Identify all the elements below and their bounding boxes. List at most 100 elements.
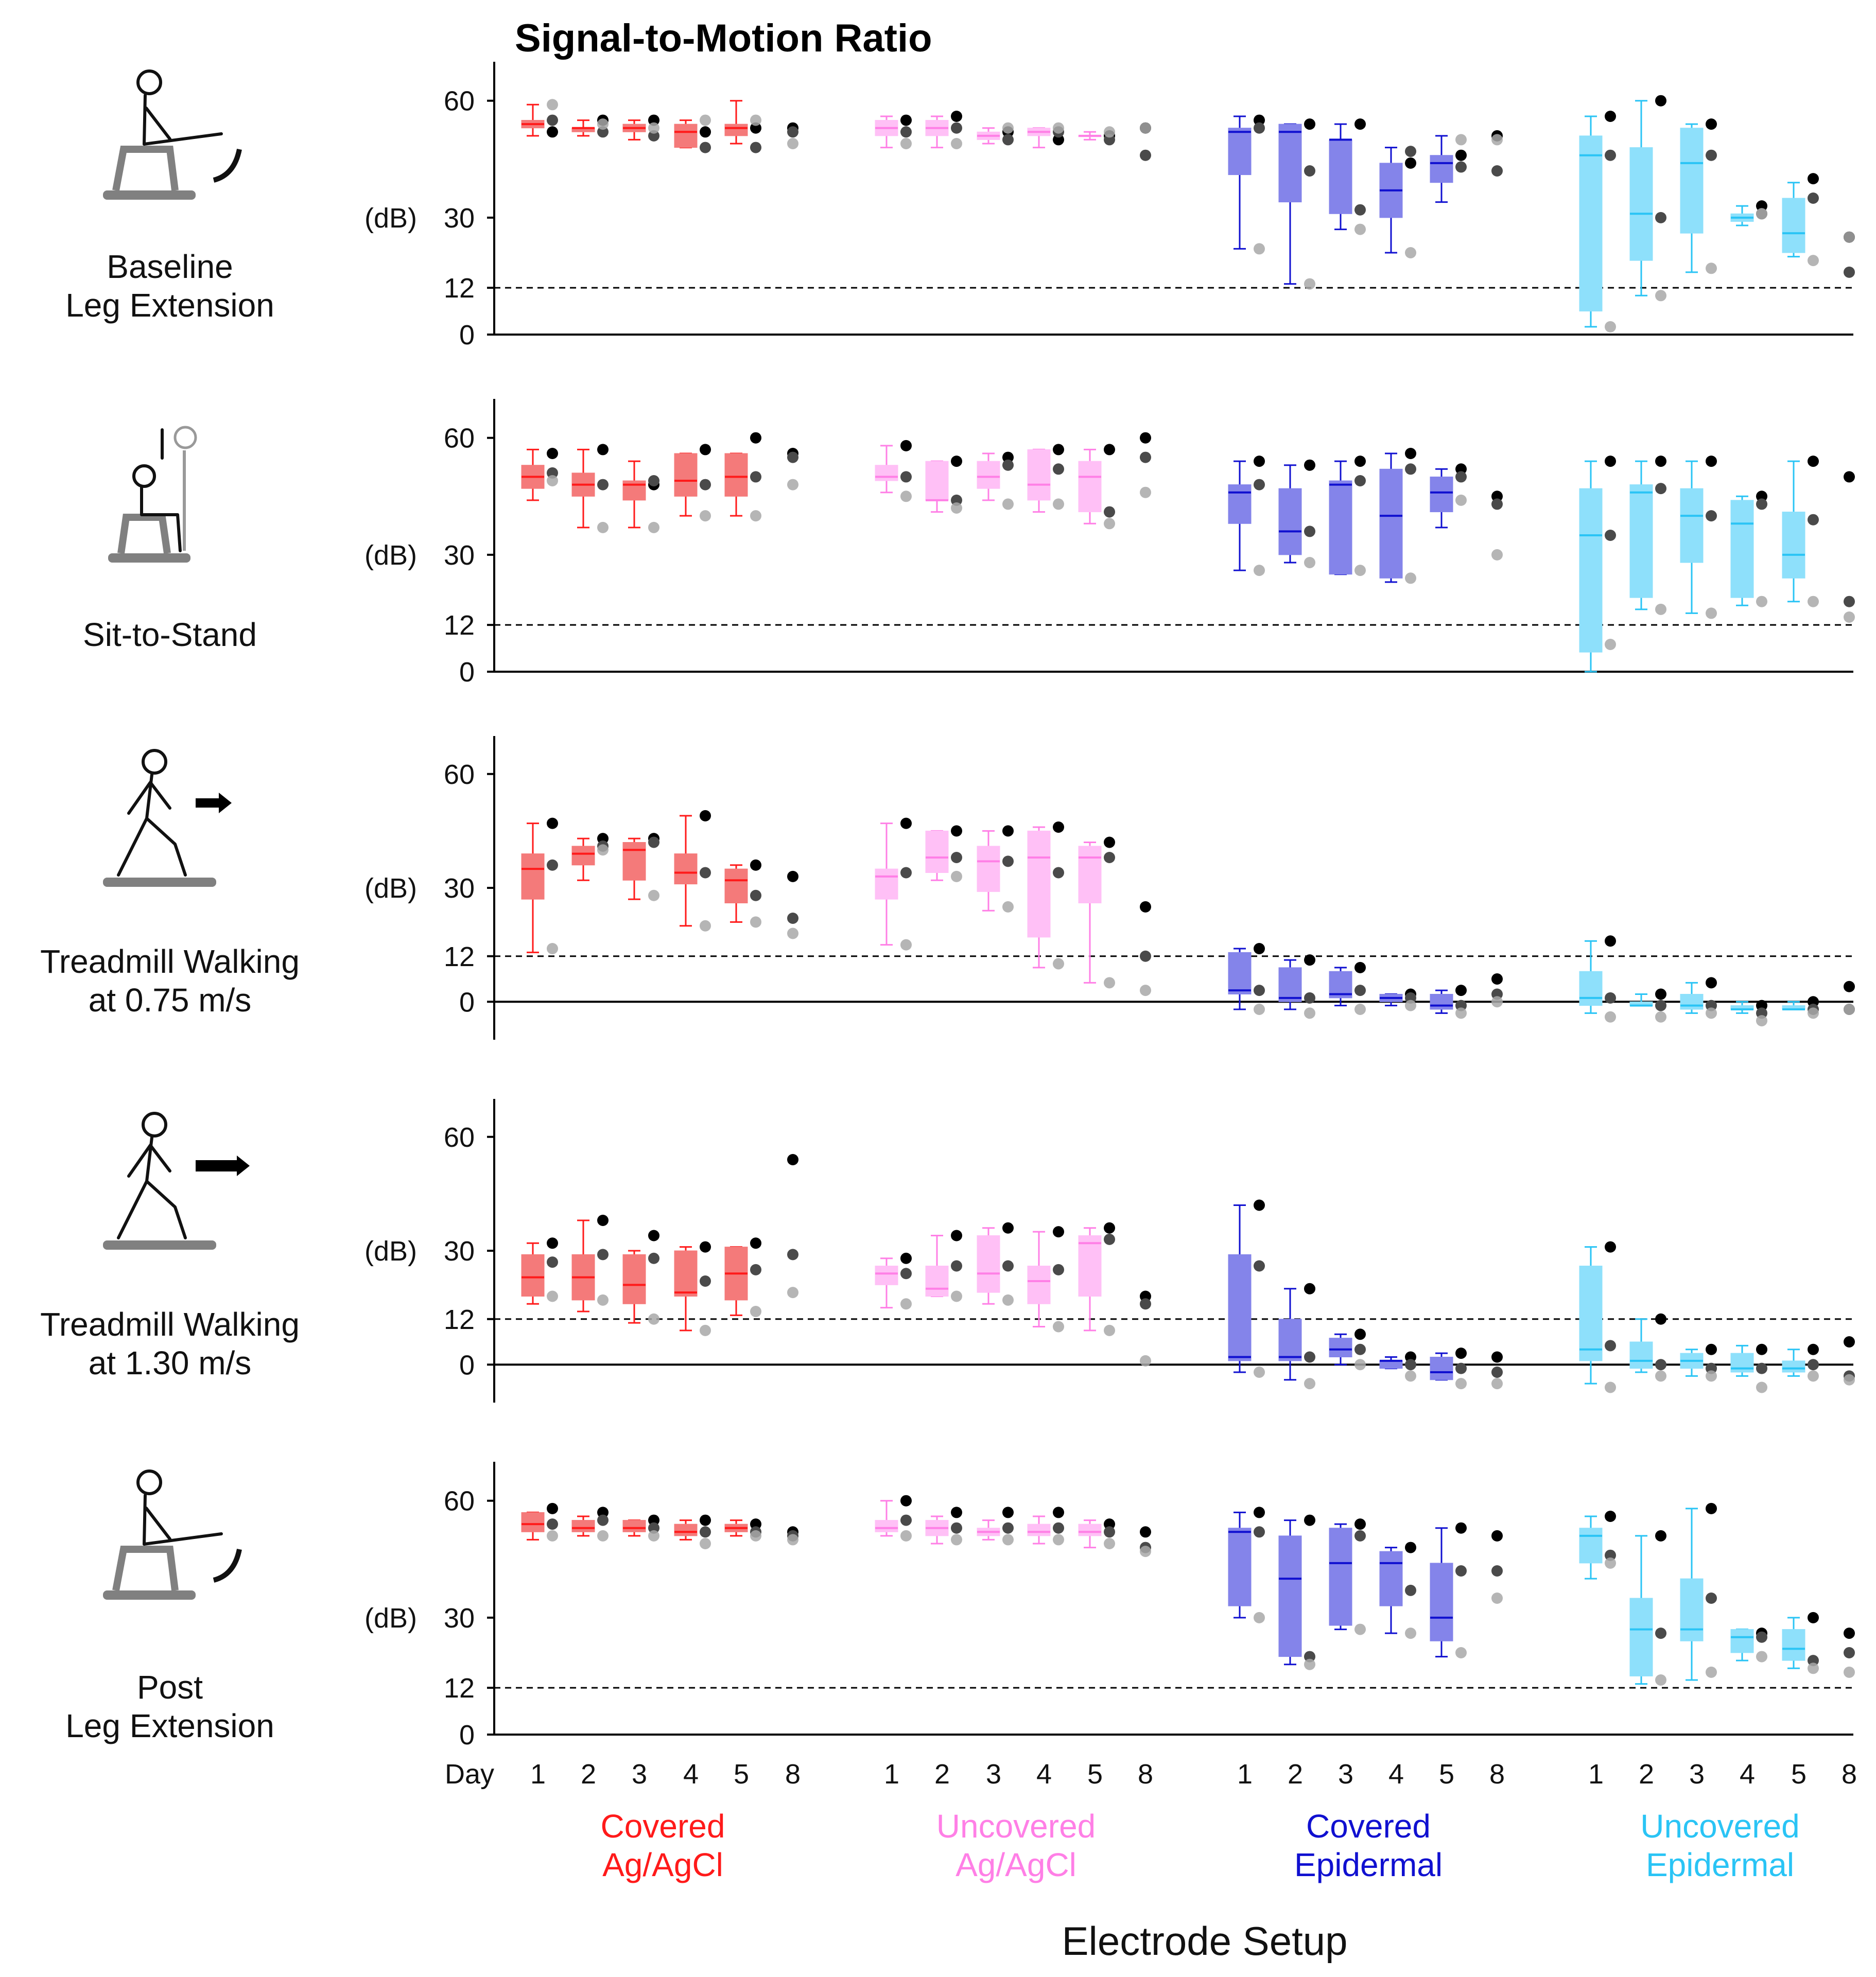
box [622,1520,646,1532]
data-point [700,1538,711,1549]
data-point [750,1518,761,1530]
group-4 [1579,935,1855,1027]
data-point [1104,1538,1115,1549]
data-point [951,825,962,837]
box [1228,952,1252,994]
group-3 [1228,448,1503,584]
day-tick-label: 2 [1288,1759,1303,1790]
panel-2: 60 30 12 0 (dB) Sit-to-Stand [83,399,1855,688]
day-tick-label: 8 [1842,1759,1857,1790]
data-point [951,502,962,514]
day-tick-label: 8 [1138,1759,1153,1790]
data-point [900,817,912,829]
data-point [1655,1000,1666,1011]
data-point [1104,506,1115,518]
data-point [597,479,609,491]
data-point [1756,1651,1767,1663]
data-point [1002,825,1014,837]
data-point [1002,498,1014,510]
data-point [951,1534,962,1546]
data-point [1405,448,1416,459]
group-label: Epidermal [1294,1846,1443,1883]
data-point [1491,1593,1503,1604]
box [1278,1535,1302,1657]
data-point [1844,1336,1855,1348]
box [622,1254,646,1304]
data-point [1140,122,1151,134]
data-point [951,1230,962,1241]
box [925,1266,949,1297]
data-point [900,1298,912,1310]
box [674,124,698,148]
floor-mat [108,553,190,563]
data-point [1808,514,1819,526]
y-axis-label: (dB) [364,1603,417,1634]
stool [112,146,179,191]
floor-mat [103,1590,196,1600]
data-point [787,913,798,924]
data-point [1140,1355,1151,1367]
y-tick-label: 30 [444,873,475,904]
box [1228,1528,1252,1606]
group-3 [1228,114,1503,290]
data-point [547,467,558,479]
data-point [1002,1534,1014,1546]
data-point [1104,126,1115,138]
box [1078,846,1102,903]
data-point [750,142,761,153]
data-point [1104,444,1115,456]
seated-leg-extension-icon [103,69,242,200]
y-tick-label: 30 [444,1236,475,1267]
data-point [1455,161,1467,173]
data-point [1491,491,1503,502]
data-point [1254,479,1265,491]
data-point [1605,111,1616,122]
data-point [1808,1612,1819,1623]
chart-title: Signal-to-Motion Ratio [515,16,932,60]
box [1278,967,1302,1002]
data-point [900,1530,912,1542]
box [1027,1266,1051,1304]
data-point [1053,1507,1064,1518]
data-point [1354,1004,1366,1015]
data-point [547,448,558,459]
data-point [597,1530,609,1542]
group-label: Covered [601,1808,725,1845]
head [136,69,162,95]
data-point [1254,1199,1265,1211]
box [1430,1563,1453,1641]
data-point [1304,165,1315,177]
data-point [1354,985,1366,996]
data-point [1844,981,1855,992]
data-point [1304,1651,1315,1663]
row-label: Leg Extension [65,1707,274,1744]
box [925,461,949,501]
data-point [1844,1647,1855,1658]
y-tick-label: 30 [444,540,475,571]
data-point [787,126,798,138]
data-point [700,142,711,153]
box [1680,1578,1704,1641]
data-point [648,836,659,848]
data-point [1405,572,1416,584]
data-point [1002,901,1014,913]
data-point [787,1249,798,1261]
data-point [1491,1530,1503,1542]
box [1629,484,1653,598]
box [622,842,646,881]
data-point [1808,1007,1819,1019]
data-point [1053,1226,1064,1238]
data-point [1053,498,1064,510]
data-point [1491,996,1503,1008]
data-point [1354,118,1366,130]
data-point [547,1290,558,1302]
data-point [547,943,558,954]
box [1680,488,1704,563]
y-tick-label: 0 [459,657,475,688]
data-point [900,939,912,951]
row-label: at 0.75 m/s [89,982,252,1019]
data-point [1254,456,1265,467]
data-point [951,111,962,122]
data-point [1053,444,1064,456]
